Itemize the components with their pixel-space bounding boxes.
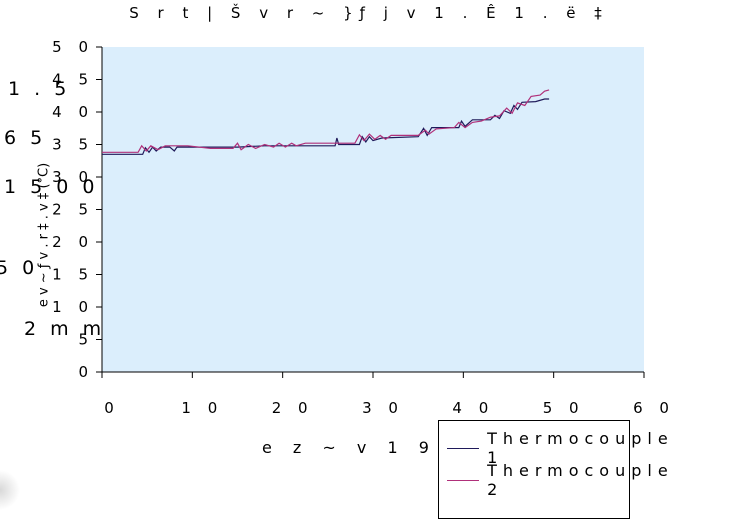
legend-swatch-1 — [447, 447, 480, 449]
legend-label-2: Thermocouple 2 — [487, 461, 674, 499]
y-tick-label: 3 0 — [52, 168, 94, 186]
series-line-2 — [102, 89, 550, 153]
series-line-1 — [102, 98, 550, 155]
legend-entry-2: Thermocouple 2 — [447, 461, 678, 499]
side-label-1: 1 . 5 — [8, 78, 71, 100]
x-tick-label: 6 0 — [633, 399, 675, 417]
legend-label-1: Thermocouple 1 — [487, 429, 674, 467]
chart-legend: Thermocouple 1 Thermocouple 2 — [438, 420, 668, 519]
side-label-3: 1 5 0 0 0 — [4, 176, 125, 198]
plot-area — [102, 47, 644, 372]
y-tick-label: 1 5 — [52, 266, 94, 284]
y-tick-label: 5 0 — [52, 38, 94, 56]
x-tick-label: 1 0 — [181, 399, 223, 417]
y-tick-label: 5 — [78, 331, 94, 349]
y-tick-label: 1 0 — [52, 298, 94, 316]
legend-entry-1: Thermocouple 1 — [447, 429, 678, 467]
y-tick-label: 3 5 — [52, 136, 94, 154]
chart-title: S r t | Š v r ~ }ƒ j v 1 . Ê 1 . ë ‡ — [129, 4, 609, 22]
x-axis-label: e z ~ v 1 9 z € — [262, 438, 498, 457]
y-tick-label: 0 — [78, 363, 94, 381]
x-tick-label: 5 0 — [543, 399, 585, 417]
x-tick-label: 3 0 — [362, 399, 404, 417]
y-tick-label: 4 5 — [52, 71, 94, 89]
side-label-5: 2 m m — [24, 318, 106, 340]
x-tick-label: 2 0 — [272, 399, 314, 417]
decorative-circle — [0, 470, 20, 510]
legend-swatch-2 — [447, 479, 480, 481]
x-tick-label: 0 — [104, 399, 120, 417]
side-label-4: 5 0 — [0, 257, 39, 279]
x-tick-label: 4 0 — [452, 399, 494, 417]
side-label-2: 6 5 — [4, 127, 47, 149]
y-tick-label: 2 0 — [52, 233, 94, 251]
y-axis-label: e v ~ ƒ v . r ‡ . v ‡ (°C) — [36, 162, 52, 308]
y-tick-label: 2 5 — [52, 201, 94, 219]
y-tick-label: 4 0 — [52, 103, 94, 121]
